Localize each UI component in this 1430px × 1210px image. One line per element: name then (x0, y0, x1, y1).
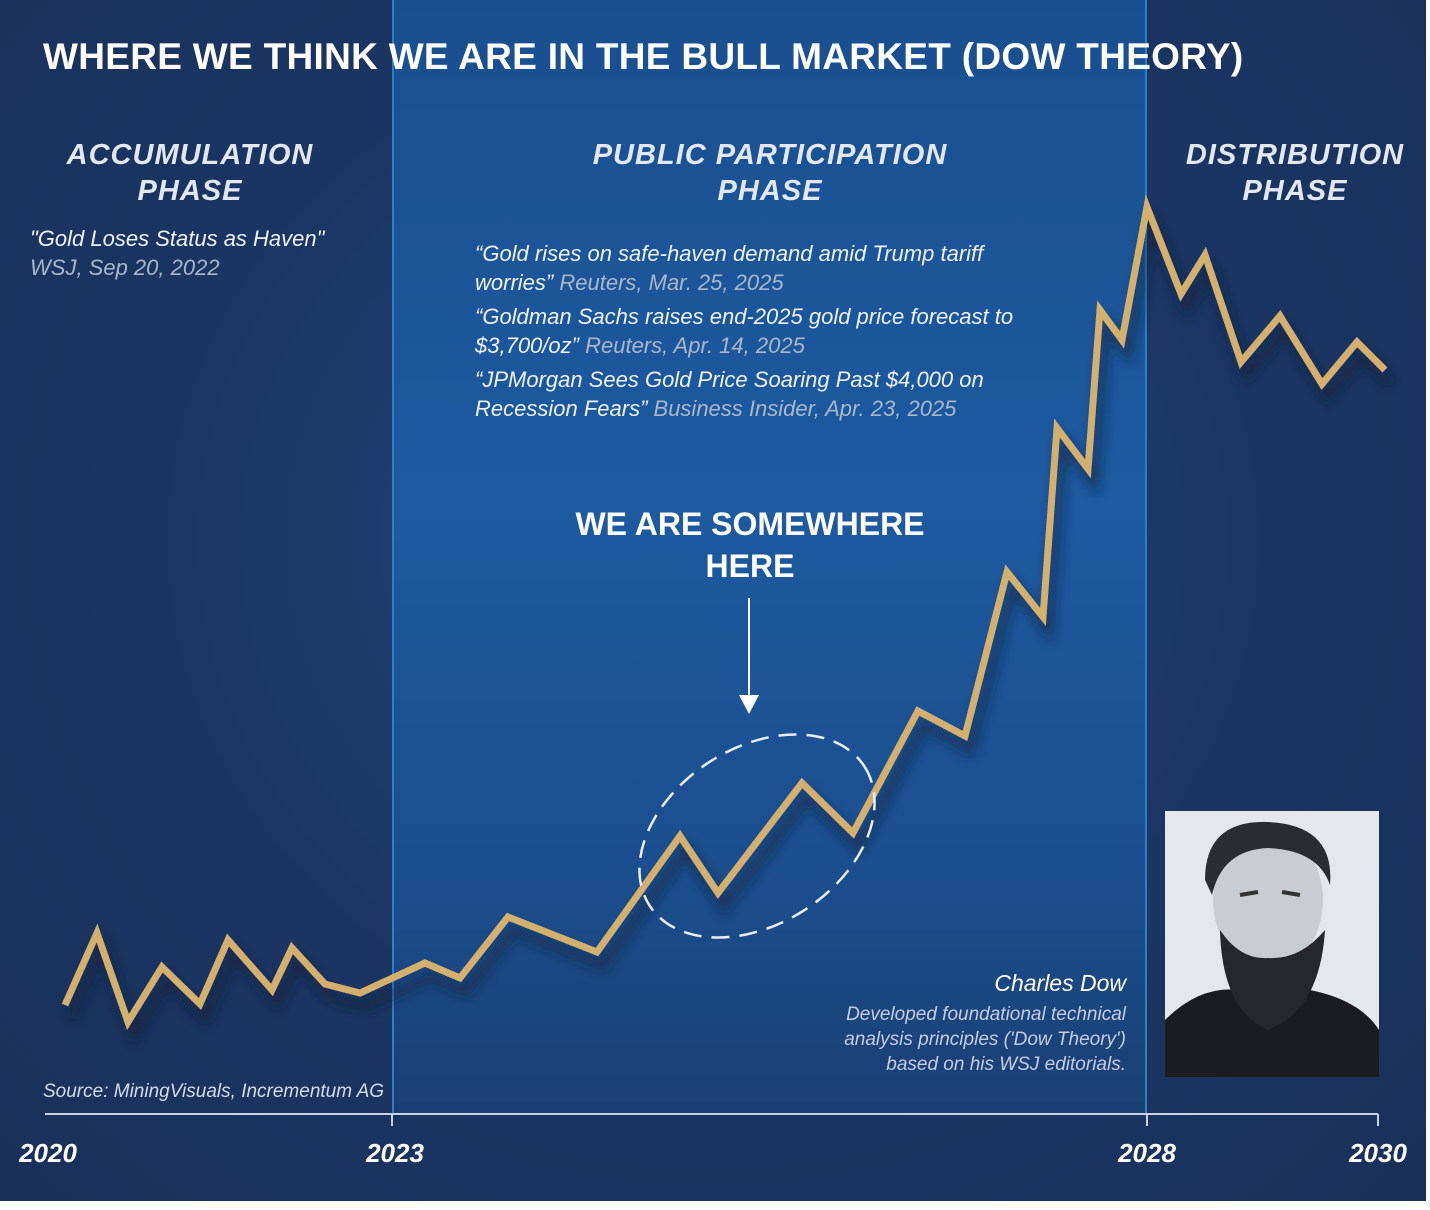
quote-text: “Goldman Sachs raises end-2025 gold pric… (475, 304, 1014, 358)
portrait-description: Developed foundational technical analysi… (844, 1004, 1126, 1075)
x-tick-label: 2023 (366, 1138, 424, 1168)
x-tick-label: 2028 (1118, 1138, 1176, 1168)
quote-text: “Gold rises on safe-haven demand amid Tr… (475, 241, 984, 295)
quote: “JPMorgan Sees Gold Price Soaring Past $… (475, 365, 1045, 423)
quote-text: “JPMorgan Sees Gold Price Soaring Past $… (475, 367, 984, 421)
callout: WE ARE SOMEWHERE HERE (575, 506, 925, 584)
phase-label: DISTRIBUTION PHASE (1185, 139, 1405, 207)
callout-arrowhead (739, 695, 759, 714)
quote-source: Reuters, Mar. 25, 2025 (559, 270, 784, 295)
x-tick-label: 2030 (1349, 1138, 1407, 1168)
quote-text: "Gold Loses Status as Haven" (30, 226, 325, 251)
quote-source: Reuters, Apr. 14, 2025 (585, 333, 805, 358)
source-note: Source: MiningVisuals, Incrementum AG (43, 1081, 385, 1102)
trend-shadow (66, 204, 1395, 1047)
phase-label: ACCUMULATION PHASE (66, 139, 314, 207)
trend-line (61, 194, 1388, 1031)
portrait (1165, 811, 1379, 1077)
quote-source: Business Insider, Apr. 23, 2025 (653, 396, 957, 421)
quote: “Gold rises on safe-haven demand amid Tr… (475, 239, 1065, 297)
x-tick-label: 2020 (19, 1138, 77, 1168)
quote-source: WSJ, Sep 20, 2022 (30, 255, 220, 280)
highlight-ellipse (638, 733, 876, 939)
phase-label: PUBLIC PARTICIPATION PHASE (592, 139, 948, 207)
quote: "Gold Loses Status as Haven" WSJ, Sep 20… (30, 224, 380, 282)
chart-title: WHERE WE THINK WE ARE IN THE BULL MARKET… (43, 36, 1244, 77)
quote: “Goldman Sachs raises end-2025 gold pric… (475, 302, 1065, 360)
portrait-name: Charles Dow (994, 970, 1126, 996)
